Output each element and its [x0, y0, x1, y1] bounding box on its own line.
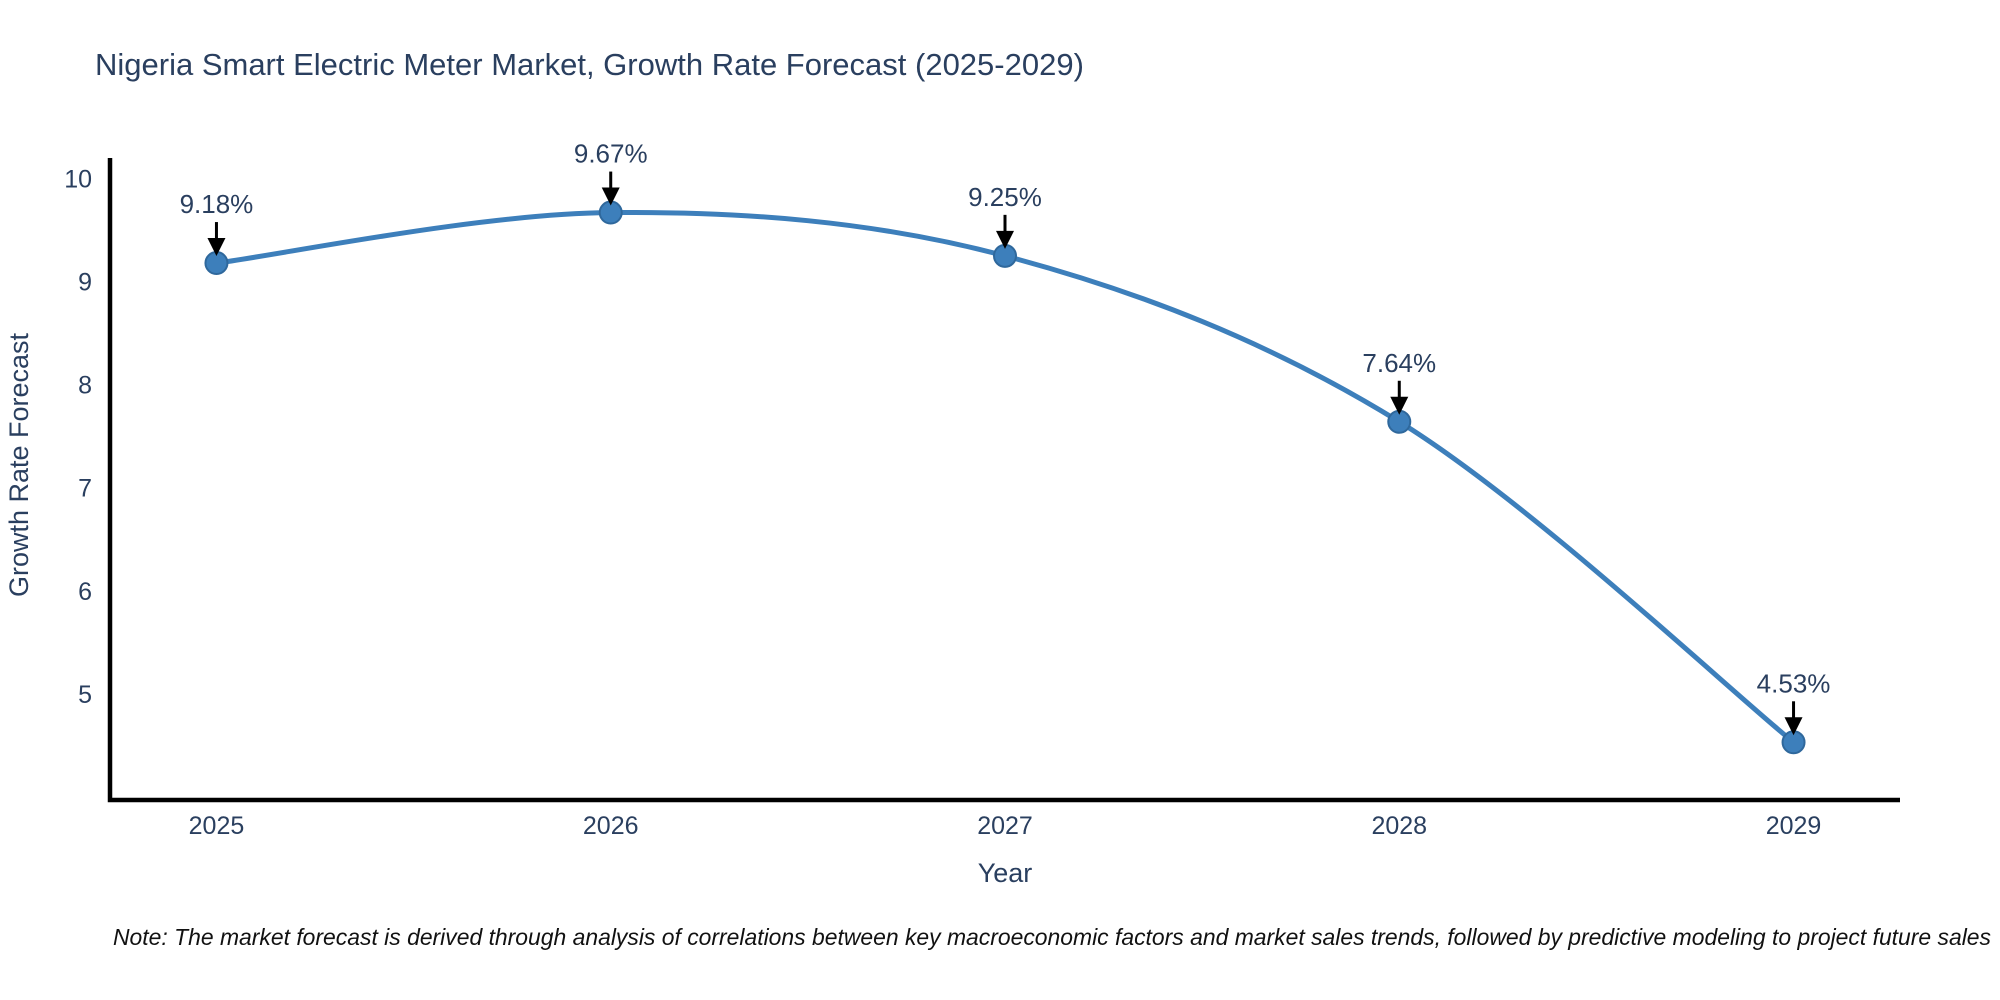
annotation-arrowhead	[207, 238, 226, 257]
annotation-arrowhead	[996, 230, 1014, 249]
point-annotation: 9.67%	[574, 139, 648, 169]
point-annotation: 7.64%	[1362, 348, 1436, 378]
x-tick-label: 2029	[1766, 812, 1822, 840]
series-line	[213, 209, 1797, 745]
y-tick-label: 6	[78, 578, 92, 606]
y-tick-label: 7	[78, 475, 92, 503]
x-tick-label: 2026	[583, 812, 639, 840]
y-axis-title: Growth Rate Forecast	[4, 332, 34, 597]
annotation-arrowhead	[601, 187, 620, 206]
x-tick-label: 2028	[1371, 812, 1427, 840]
axis-lines	[107, 158, 1900, 803]
x-tick-label: 2027	[977, 812, 1033, 840]
y-tick-label: 9	[78, 269, 92, 297]
y-tick-label: 5	[78, 681, 92, 709]
x-axis-title: Year	[978, 858, 1033, 888]
x-tick-label: 2025	[189, 812, 245, 840]
point-annotation: 9.18%	[180, 189, 254, 219]
footnote: Note: The market forecast is derived thr…	[113, 924, 1991, 950]
point-annotation: 9.25%	[968, 182, 1042, 212]
annotation-arrowhead	[1784, 717, 1803, 736]
y-tick-label: 10	[64, 166, 92, 194]
annotation-arrowhead	[1390, 396, 1409, 415]
y-tick-label: 8	[78, 372, 92, 400]
chart-title: Nigeria Smart Electric Meter Market, Gro…	[95, 47, 1084, 82]
point-annotation: 4.53%	[1757, 668, 1831, 698]
